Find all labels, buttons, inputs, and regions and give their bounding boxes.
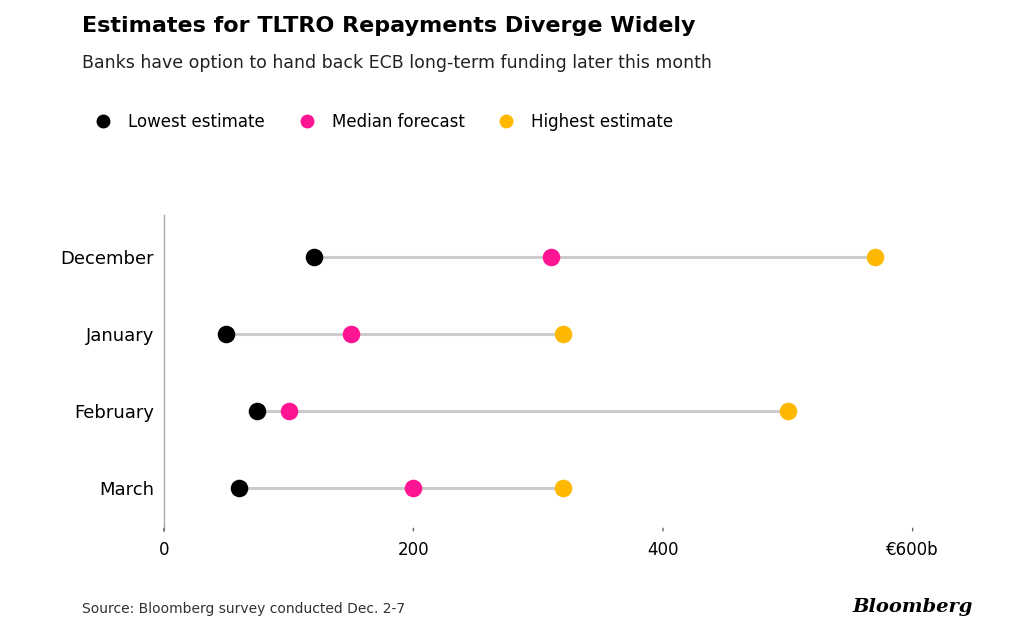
- Legend: Lowest estimate, Median forecast, Highest estimate: Lowest estimate, Median forecast, Highes…: [80, 106, 680, 138]
- Point: [343, 329, 359, 339]
- Point: [543, 252, 559, 262]
- Point: [555, 329, 571, 339]
- Point: [779, 406, 796, 416]
- Point: [281, 406, 297, 416]
- Point: [555, 483, 571, 494]
- Point: [249, 406, 265, 416]
- Point: [305, 252, 322, 262]
- Point: [867, 252, 884, 262]
- Point: [218, 329, 234, 339]
- Point: [230, 483, 247, 494]
- Text: Source: Bloomberg survey conducted Dec. 2-7: Source: Bloomberg survey conducted Dec. …: [82, 602, 406, 616]
- Text: Banks have option to hand back ECB long-term funding later this month: Banks have option to hand back ECB long-…: [82, 54, 712, 71]
- Point: [406, 483, 422, 494]
- Text: Bloomberg: Bloomberg: [852, 599, 973, 616]
- Text: Estimates for TLTRO Repayments Diverge Widely: Estimates for TLTRO Repayments Diverge W…: [82, 16, 695, 36]
